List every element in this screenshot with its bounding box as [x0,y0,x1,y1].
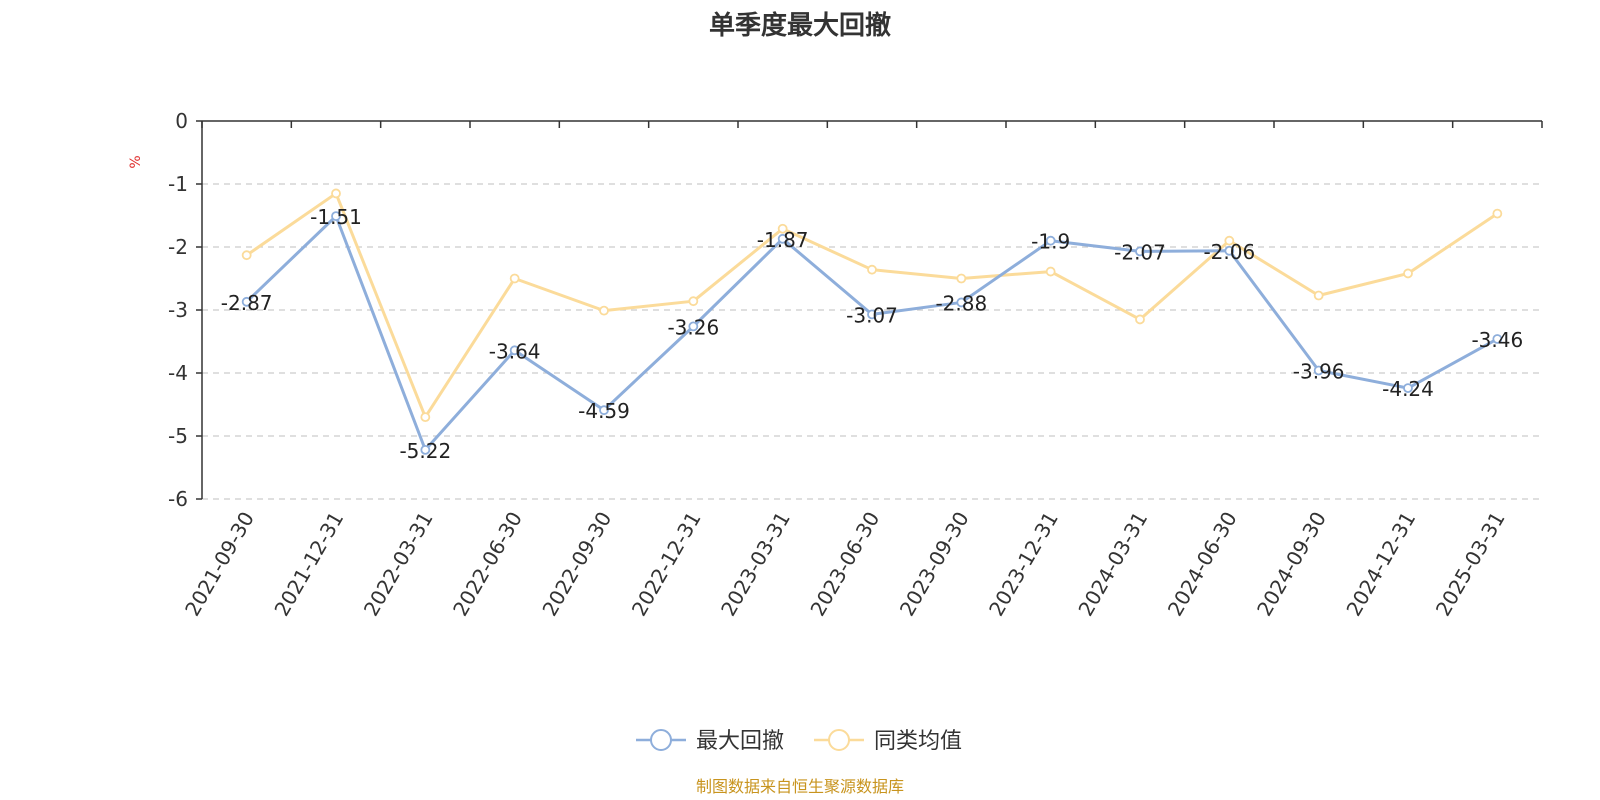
data-point [241,296,252,307]
data-point [1135,314,1145,325]
data-labels: -2.87 -1.51 -5.22 -3.64 -4.59 -3.26 -1.87 -3.07… [221,205,1523,463]
data-point [1224,245,1235,256]
data-label: -3.07 [846,303,898,327]
data-point [867,264,877,275]
data-point [331,188,341,199]
data-point [509,345,520,356]
x-tick-label: 2022-06-30 [448,508,527,621]
data-point [1313,365,1324,376]
data-point [1403,268,1413,279]
y-tick-label: -3 [168,298,188,322]
data-point [777,233,788,244]
x-tick-label: 2023-06-30 [805,508,884,621]
data-label: -3.26 [667,315,719,339]
x-tick-label: 2023-03-31 [716,508,795,621]
x-tick-label: 2023-09-30 [895,507,974,620]
data-point [1224,235,1235,246]
y-tick-label: -2 [168,235,188,259]
source-note: 制图数据来自恒生聚源数据库 [696,777,904,796]
data-point [1045,266,1056,277]
data-point [1403,383,1413,394]
data-label: -2.87 [221,291,273,315]
legend-item-peer-average[interactable]: 同类均值 [814,729,962,754]
data-label: -1.9 [1031,230,1070,254]
data-label: -3.64 [489,339,541,363]
data-label: -1.51 [310,205,362,229]
data-point [956,297,967,308]
x-tick-label: 2023-12-31 [984,508,1063,621]
x-tick-label: 2022-03-31 [359,508,438,621]
legend-circle-icon [650,729,672,751]
data-point [241,250,252,261]
data-point [599,305,609,316]
data-label: -5.22 [399,439,451,463]
x-tick-label: 2024-12-31 [1341,508,1420,621]
y-axis-unit: % [128,155,144,168]
data-label: -3.46 [1471,328,1523,352]
series [241,188,1503,455]
chart-title: 单季度最大回撤 [709,10,891,41]
data-point [1045,235,1056,246]
data-label: -2.88 [935,291,987,315]
legend-circle-icon [828,729,850,751]
data-point [331,211,341,222]
data-label: -2.07 [1114,240,1166,264]
y-tick-label: -1 [168,172,188,196]
data-point [1492,334,1503,344]
y-tick-label: 0 [175,109,188,133]
y-tick-label: -4 [168,361,188,385]
series-line-0 [245,214,1499,452]
legend-label: 同类均值 [874,729,962,754]
data-point [688,296,699,307]
data-label: -4.59 [578,399,630,423]
data-label: -1.87 [757,228,809,252]
x-tick-label: 2021-12-31 [269,508,348,621]
legend-item-max-drawdown[interactable]: 最大回撤 [636,729,784,754]
x-tick-label: 2022-12-31 [627,508,706,621]
x-tick-label: 2025-03-31 [1431,508,1510,621]
data-label: -2.06 [1203,240,1255,264]
data-point [688,321,699,332]
data-point [420,412,431,423]
data-point [509,273,520,284]
x-tick-label: 2024-06-30 [1163,508,1242,621]
legend[interactable]: 最大回撤 同类均值 [636,729,962,754]
x-tick-label: 2022-09-30 [537,508,616,621]
y-tick-label: -6 [168,487,188,511]
data-point [1135,246,1145,257]
data-label: -4.24 [1382,377,1434,401]
legend-label: 最大回撤 [696,729,784,754]
data-point [420,444,431,455]
data-point [1492,208,1503,219]
data-label: -3.96 [1293,359,1345,383]
data-point [1313,290,1324,301]
data-point [777,223,788,234]
x-tick-label: 2021-09-30 [180,508,259,621]
data-point [867,309,877,320]
y-tick-label: -5 [168,424,188,448]
x-tick-label: 2024-03-31 [1073,508,1152,621]
data-point [956,273,967,284]
x-tick-label: 2024-09-30 [1252,508,1331,621]
data-point [599,405,609,416]
